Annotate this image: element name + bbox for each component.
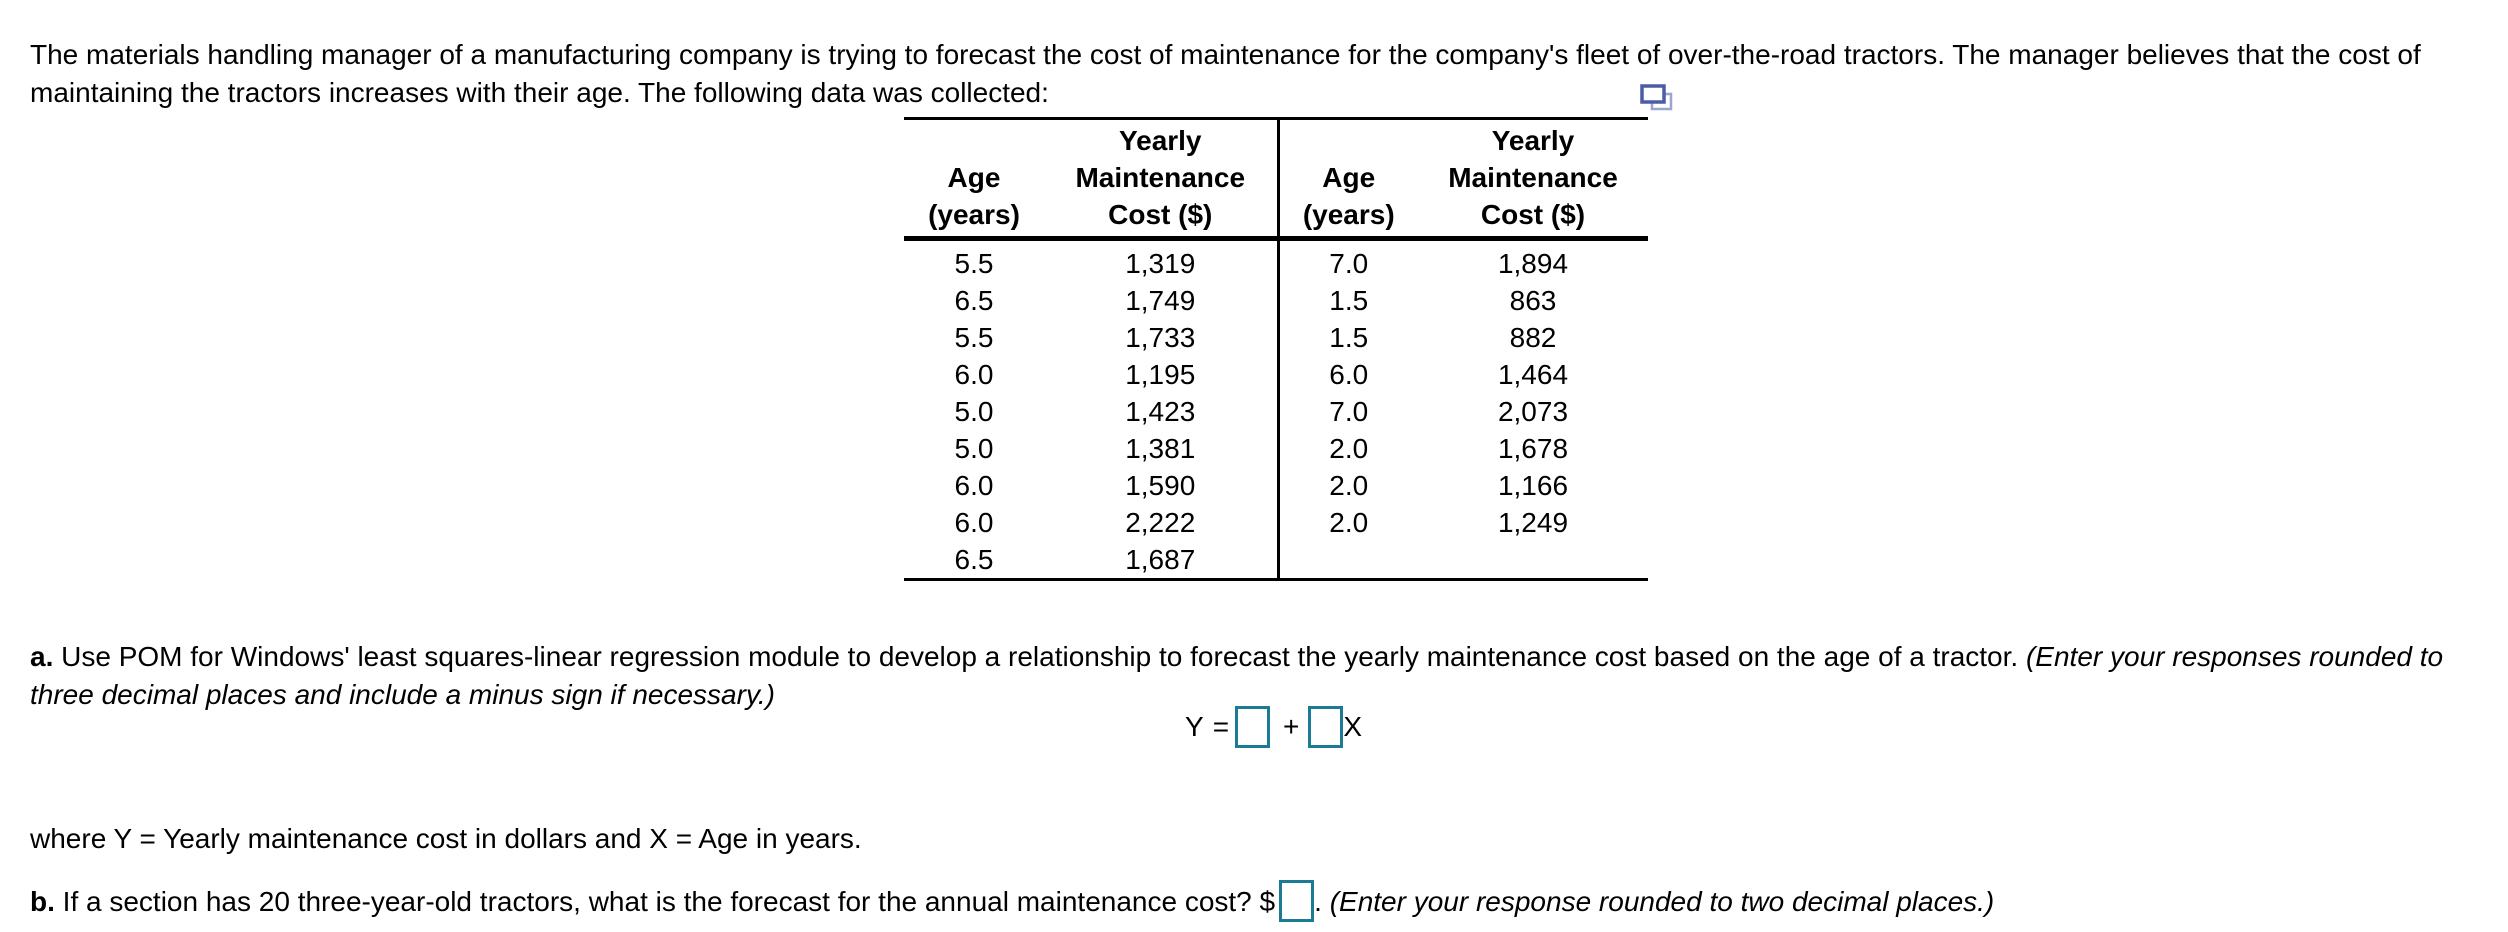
table-row: 5.0 1,423 7.0 2,073 xyxy=(904,393,1648,430)
copy-popout-icon[interactable] xyxy=(1640,84,1674,113)
table-row: 6.0 2,222 2.0 1,249 xyxy=(904,504,1648,541)
equation-equals-sign: = xyxy=(1212,711,1230,742)
forecast-cost-input[interactable] xyxy=(1279,879,1315,922)
table-row: 6.5 1,749 1.5 863 xyxy=(904,282,1648,319)
col-header-age-right: Age (years) xyxy=(1276,118,1418,241)
table-row: 6.5 1,687 xyxy=(904,541,1648,580)
part-a-text: Use POM for Windows' least squares-linea… xyxy=(61,641,2019,672)
table-row: 5.5 1,319 7.0 1,894 xyxy=(904,238,1648,282)
variable-definitions: where Y = Yearly maintenance cost in dol… xyxy=(30,823,862,854)
slope-input[interactable] xyxy=(1308,706,1344,748)
col-header-cost-right: Yearly Maintenance Cost ($) xyxy=(1418,118,1648,241)
part-b-instruction: (Enter your response rounded to two deci… xyxy=(1329,886,1995,917)
part-b-text: If a section has 20 three-year-old tract… xyxy=(62,886,1252,917)
equation-y-label: Y xyxy=(1185,711,1204,742)
header-row: Age (years) Yearly Maintenance Cost ($) … xyxy=(904,118,1648,241)
maintenance-data-table: Age (years) Yearly Maintenance Cost ($) … xyxy=(904,117,1648,581)
problem-statement: The materials handling manager of a manu… xyxy=(30,39,2421,108)
col-header-age-left: Age (years) xyxy=(904,118,1044,241)
table-row: 6.0 1,590 2.0 1,166 xyxy=(904,467,1648,504)
equation-plus-sign: + xyxy=(1283,711,1300,742)
intercept-input[interactable] xyxy=(1235,706,1271,748)
part-b-label: b. xyxy=(30,886,55,917)
dollar-sign: $ xyxy=(1259,886,1276,917)
equation-x-label: X xyxy=(1343,711,1363,742)
question-part-b: b. If a section has 20 three-year-old tr… xyxy=(30,879,2496,925)
table-row: 5.0 1,381 2.0 1,678 xyxy=(904,430,1648,467)
table-row: 5.5 1,733 1.5 882 xyxy=(904,319,1648,356)
part-a-instruction: (Enter your responses rounded to three d… xyxy=(30,641,2444,710)
part-a-label: a. xyxy=(30,641,54,672)
table-row: 6.0 1,195 6.0 1,464 xyxy=(904,356,1648,393)
col-header-cost-left: Yearly Maintenance Cost ($) xyxy=(1044,118,1278,241)
data-table-container: Age (years) Yearly Maintenance Cost ($) … xyxy=(904,84,1673,581)
part-b-period: . xyxy=(1314,886,1322,917)
question-part-a: a. Use POM for Windows' least squares-li… xyxy=(30,638,2496,714)
copy-popout-icon-svg xyxy=(1640,84,1673,111)
regression-equation: Y = + X xyxy=(1185,706,1362,748)
